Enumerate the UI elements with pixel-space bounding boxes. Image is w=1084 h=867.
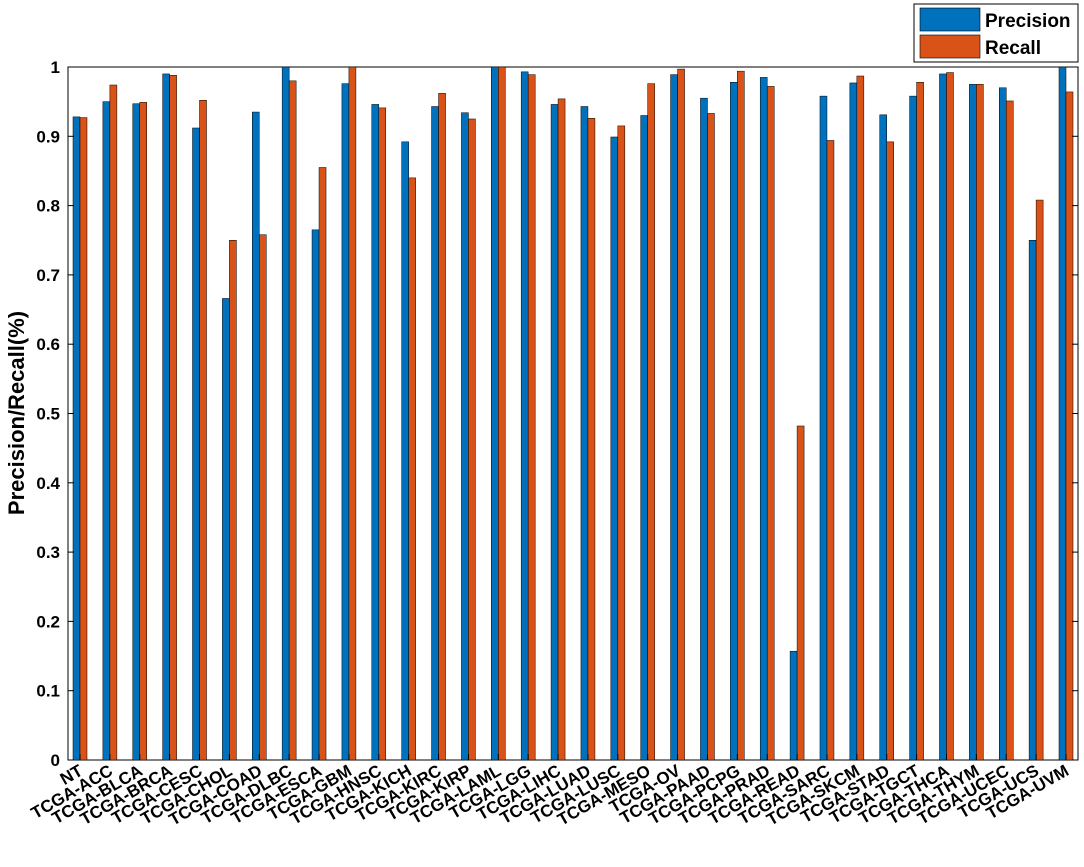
bar-precision-tcga-lihc [550,104,559,761]
plot-area [67,66,1079,761]
bar-precision-tcga-sarc [819,95,828,761]
bar-precision-tcga-pcpg [730,81,738,761]
bar-recall-tcga-sarc [826,140,835,761]
bar-recall-tcga-ucec [1005,100,1014,761]
bar-precision-tcga-lusc [610,136,619,761]
y-tick-label: 0.7 [36,266,60,285]
bar-precision-tcga-dlbc [281,66,290,761]
bar-recall-tcga-dlbc [288,80,297,761]
bar-precision-tcga-hnsc [371,104,380,761]
bar-precision-tcga-blca [132,103,141,761]
bar-recall-tcga-tgct [916,81,924,761]
bar-precision-tcga-meso [640,115,648,761]
bar-recall-tcga-cesc [199,100,207,761]
bar-precision-tcga-uvm [1058,66,1067,761]
bar-recall-tcga-acc [109,84,118,761]
y-tick-label: 0.5 [36,405,60,424]
bar-precision-tcga-ov [670,74,678,761]
bar-recall-tcga-meso [647,83,655,761]
bar-recall-tcga-prad [766,86,775,761]
bar-precision-tcga-gbm [341,83,350,761]
bar-precision-tcga-ucs [1028,240,1037,761]
bar-precision-tcga-cesc [192,127,200,761]
bar-precision-tcga-prad [759,77,768,761]
bar-recall-tcga-pcpg [737,70,745,761]
bar-recall-tcga-brca [169,75,177,761]
y-tick-label: 0.9 [36,127,60,146]
bar-precision-tcga-acc [102,101,111,761]
y-tick-label: 0.6 [36,335,60,354]
legend-label-precision: Precision [985,11,1071,32]
bar-precision-tcga-stad [879,114,887,761]
bar-recall-tcga-read [796,425,805,761]
bar-recall-tcga-blca [139,102,148,761]
bar-precision-tcga-lgg [520,71,529,761]
bar-recall-tcga-thym [976,84,984,761]
bar-precision-tcga-read [789,650,798,761]
bar-recall-tcga-ucs [1035,199,1044,761]
bar-recall-tcga-esca [318,167,327,761]
bar-recall-tcga-chol [229,240,237,761]
bar-recall-tcga-paad [707,113,715,761]
x-axis-ticks: NTTCGA-ACCTCGA-BLCATCGA-BRCATCGA-CESCTCG… [28,754,1072,829]
bar-recall-tcga-lgg [527,74,536,761]
bar-precision-tcga-kirp [461,112,469,761]
bar-recall-nt [79,117,88,761]
bar-precision-tcga-thca [939,73,947,761]
y-tick-label: 0.3 [36,543,60,562]
bar-recall-tcga-laml [498,66,506,761]
bar-recall-tcga-kich [408,177,416,761]
bar-precision-tcga-thym [969,84,977,761]
bar-precision-tcga-tgct [909,95,917,761]
y-axis-ticks: 0 0.1 0.2 0.3 0.4 0.5 0.6 0.7 0.8 0.9 1 [36,58,1078,770]
bar-recall-tcga-lusc [617,125,626,761]
y-tick-label: 0 [51,751,60,770]
bar-recall-tcga-kirp [468,118,476,761]
bar-precision-tcga-kich [401,141,409,761]
bar-recall-tcga-stad [886,141,894,761]
legend-swatch-recall [919,34,981,59]
y-tick-label: 0.8 [36,197,60,216]
bar-precision-tcga-coad [252,111,260,761]
legend-swatch-precision [919,7,981,32]
bar-precision-tcga-chol [222,298,230,761]
y-axis-label: Precision/Recall(%) [4,311,29,515]
bar-precision-nt [72,116,81,761]
y-tick-label: 0.4 [36,474,60,493]
bar-recall-tcga-coad [259,234,267,761]
bar-recall-tcga-uvm [1065,91,1074,761]
bar-recall-tcga-ov [677,68,685,761]
y-tick-label: 1 [51,58,60,77]
bar-recall-tcga-luad [587,118,596,761]
y-tick-label: 0.1 [36,682,60,701]
bars-group [72,66,1074,761]
bar-recall-tcga-thca [946,72,954,761]
legend-label-recall: Recall [985,38,1041,59]
legend: Precision Recall [913,3,1079,63]
bar-precision-tcga-esca [311,229,320,761]
bar-recall-tcga-kirc [438,93,446,761]
bar-precision-tcga-kirc [431,106,439,761]
bar-precision-tcga-brca [162,73,170,761]
y-tick-label: 0.2 [36,612,60,631]
bar-precision-tcga-laml [491,66,499,761]
bar-recall-tcga-gbm [348,66,357,761]
bar-recall-tcga-skcm [856,75,865,761]
bar-precision-tcga-paad [700,97,708,761]
bar-precision-tcga-ucec [998,87,1007,761]
bar-recall-tcga-hnsc [378,107,387,761]
bar-precision-tcga-luad [580,106,589,761]
bar-precision-tcga-skcm [849,82,858,761]
bar-recall-tcga-lihc [557,98,566,761]
